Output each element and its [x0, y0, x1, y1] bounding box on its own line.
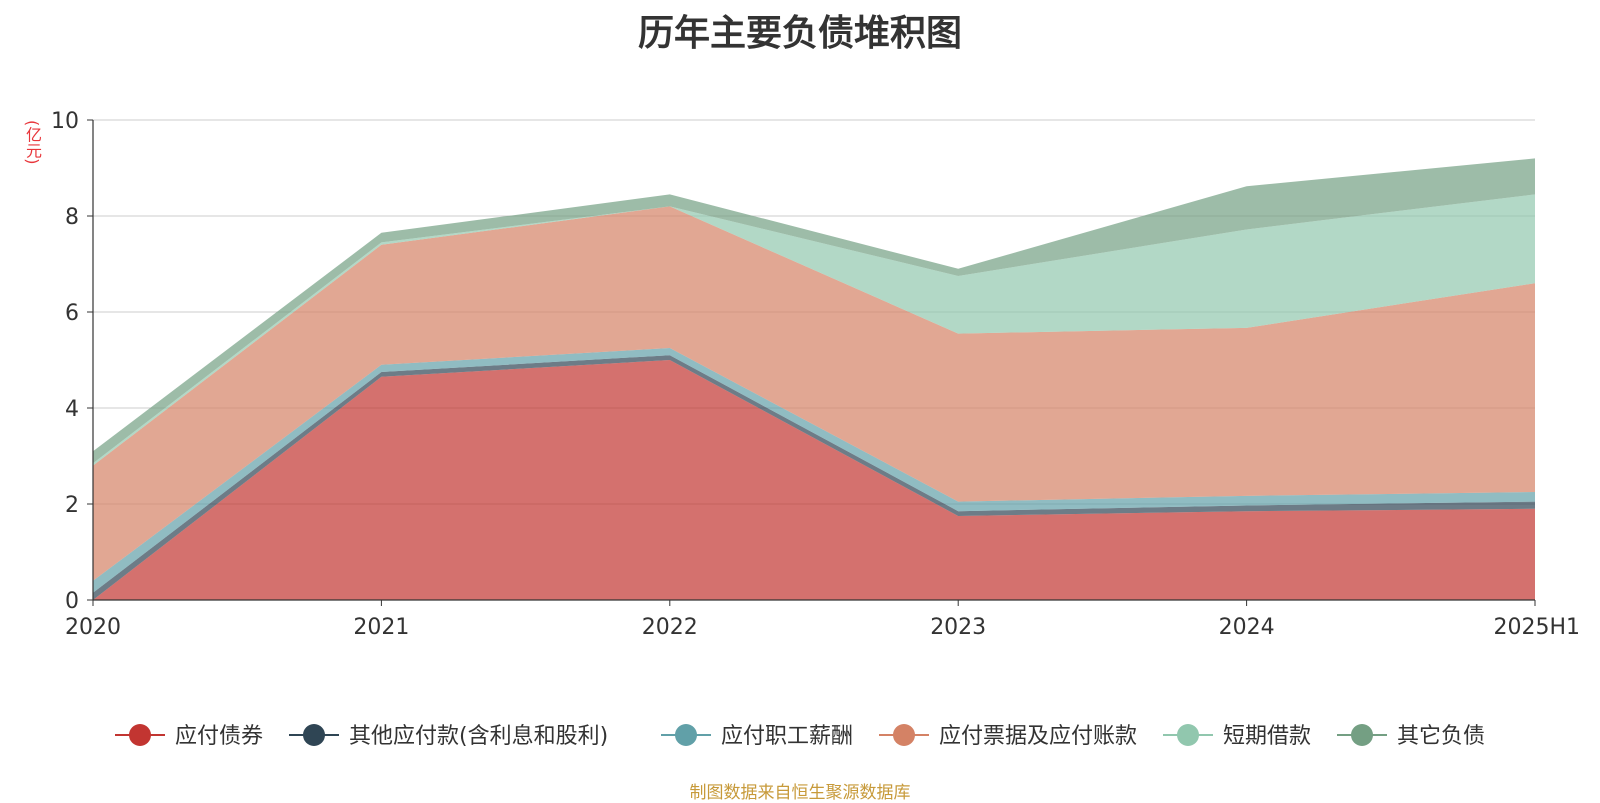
legend-label: 应付职工薪酬 [721, 724, 853, 749]
y-tick-label: 0 [65, 589, 79, 614]
legend-marker [1351, 724, 1373, 746]
legend-item[interactable]: 短期借款 [1163, 724, 1311, 749]
area-series-4 [93, 194, 1535, 466]
area-layers [93, 158, 1535, 600]
legend-item[interactable]: 应付职工薪酬 [661, 724, 853, 749]
x-tick-label: 2023 [930, 615, 986, 640]
legend-marker [129, 724, 151, 746]
legend-marker [675, 724, 697, 746]
y-tick-label: 2 [65, 493, 79, 518]
y-tick-label: 6 [65, 301, 79, 326]
legend-label: 应付债券 [175, 724, 263, 749]
x-tick-label: 2020 [65, 615, 121, 640]
y-tick-label: 10 [51, 109, 79, 134]
legend-label: 其他应付款(含利息和股利) [349, 724, 608, 749]
y-tick-label: 8 [65, 205, 79, 230]
legend-marker [303, 724, 325, 746]
legend-label: 应付票据及应付账款 [939, 724, 1137, 749]
data-source: 制图数据来自恒生聚源数据库 [689, 783, 911, 803]
x-tick-label: 2024 [1219, 615, 1275, 640]
y-axis-unit: (亿元) [23, 120, 42, 165]
legend-item[interactable]: 其它负债 [1337, 724, 1485, 749]
legend: 应付债券 其他应付款(含利息和股利) 应付职工薪酬 应付票据及应付账款 短期借款 其它负债 [115, 724, 1485, 749]
area-series-3 [93, 206, 1535, 581]
y-tick-label: 4 [65, 397, 79, 422]
x-tick-label: 2021 [353, 615, 409, 640]
legend-item[interactable]: 其他应付款(含利息和股利) [289, 724, 608, 749]
legend-item[interactable]: 应付债券 [115, 724, 263, 749]
legend-label: 其它负债 [1397, 724, 1485, 749]
x-tick-label: 2025H1 [1493, 615, 1580, 640]
area-series-5 [93, 158, 1535, 464]
legend-item[interactable]: 应付票据及应付账款 [879, 724, 1137, 749]
x-tick-label: 2022 [642, 615, 698, 640]
legend-marker [1177, 724, 1199, 746]
legend-label: 短期借款 [1223, 724, 1311, 749]
area-series-0 [93, 360, 1535, 600]
chart-title: 历年主要负债堆积图 [637, 13, 962, 54]
legend-marker [893, 724, 915, 746]
